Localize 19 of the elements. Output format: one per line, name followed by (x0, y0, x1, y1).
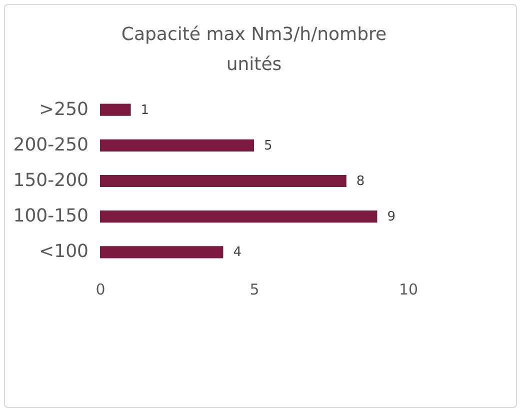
x-tick-label: 0 (96, 280, 106, 298)
x-tick-label: 5 (250, 280, 260, 298)
bar (100, 139, 254, 152)
y-tick-label: 100-150 (13, 206, 88, 227)
data-label: 1 (140, 102, 150, 118)
x-tick-label: 10 (398, 280, 418, 298)
data-label: 8 (356, 174, 365, 189)
bar (100, 246, 224, 258)
data-label: 4 (233, 245, 242, 260)
y-tick-label: 150-200 (13, 170, 88, 191)
chart-title: Capacité max Nm3/h/nombre unités (121, 24, 387, 75)
bar (100, 104, 131, 116)
bar (100, 174, 346, 188)
y-tick-label: >250 (39, 98, 88, 120)
data-label: 9 (387, 210, 396, 225)
bar (100, 210, 378, 223)
y-tick-label: 200-250 (13, 134, 88, 156)
data-label: 5 (264, 138, 272, 154)
y-tick-label: <100 (39, 241, 88, 262)
